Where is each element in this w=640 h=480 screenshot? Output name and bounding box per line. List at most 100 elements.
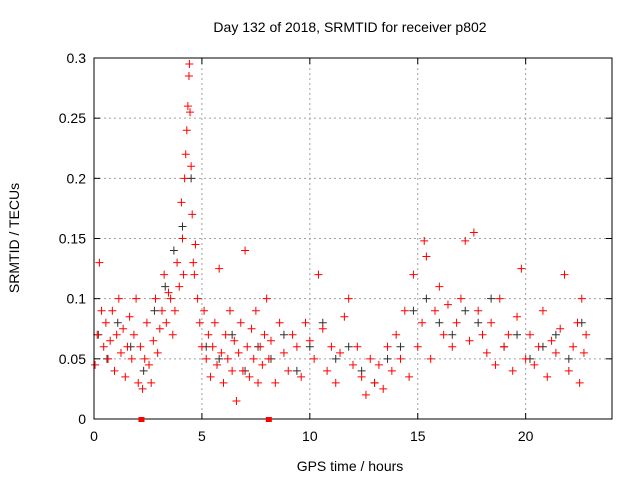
data-point-red [279,348,288,357]
data-point-red [452,318,461,327]
data-point-red [474,306,483,315]
data-point-red [185,60,194,69]
data-point-red [465,336,474,345]
data-point-black [150,306,159,315]
data-point-red [443,300,452,309]
data-point-red [217,348,226,357]
y-axis-label: SRMTID / TECUs [6,183,22,293]
data-point-black [409,306,418,315]
data-point-red [121,372,130,381]
data-point-red [344,294,353,303]
data-point-red [140,354,149,363]
data-point-red [208,342,217,351]
data-point-red [251,306,260,315]
data-point-red [525,330,534,339]
x-tick-label: 0 [90,428,98,444]
data-point-red [210,318,219,327]
data-point-red [149,336,158,345]
data-point-red [340,312,349,321]
data-point-black [178,222,187,231]
data-point-red [110,366,119,375]
data-point-red [305,336,314,345]
y-tick-label: 0.2 [67,170,87,186]
data-point-red [500,342,509,351]
data-point-red [413,342,422,351]
data-point-black [422,294,431,303]
data-point-red [191,240,200,249]
data-point-red [225,306,234,315]
data-point-red [234,348,243,357]
data-point-red [461,236,470,245]
data-point-black [292,366,301,375]
x-tick-label: 20 [518,428,534,444]
data-point-red [387,366,396,375]
data-point-red [556,324,565,333]
data-point-red [193,294,202,303]
data-point-red [206,372,215,381]
data-point-red [331,378,340,387]
data-point-red [230,336,239,345]
data-point-red [182,126,191,135]
data-point-red [266,336,275,345]
data-point-red [439,330,448,339]
axis-marker [265,417,272,422]
data-point-red [132,294,141,303]
data-point-red [127,354,136,363]
data-point-black [435,318,444,327]
y-tick-label: 0.1 [67,291,87,307]
data-point-red [405,372,414,381]
data-point-red [577,294,586,303]
data-point-red [569,342,578,351]
data-point-red [504,330,513,339]
data-point-red [145,360,154,369]
data-point-red [383,342,392,351]
data-point-red [112,330,121,339]
data-point-red [582,330,591,339]
data-point-black [564,354,573,363]
data-point-red [254,378,263,387]
data-point-red [168,330,177,339]
data-point-red [517,264,526,273]
x-tick-label: 15 [410,428,426,444]
data-point-black [487,294,496,303]
y-tick-label: 0.25 [59,110,86,126]
data-point-red [418,318,427,327]
data-point-red [155,324,164,333]
data-point-black [113,318,122,327]
data-point-red [142,318,151,327]
data-point-black [448,330,457,339]
data-point-red [162,318,171,327]
data-point-red [482,348,491,357]
data-point-red [256,342,265,351]
data-point-red [448,342,457,351]
data-point-red [138,384,147,393]
data-point-red [177,198,186,207]
data-point-red [114,294,123,303]
axis-markers [138,417,272,422]
data-point-red [243,342,252,351]
data-point-red [160,270,169,279]
data-point-red [180,174,189,183]
data-point-red [392,330,401,339]
data-point-red [264,354,273,363]
data-point-red [190,270,199,279]
data-point-red [487,318,496,327]
data-point-red [134,378,143,387]
data-point-red [166,294,175,303]
data-point-red [101,318,110,327]
data-point-red [104,354,113,363]
data-point-red [426,354,435,363]
data-point-red [151,294,160,303]
data-point-black [161,282,170,291]
axis-ticks: 0 5 10 15 20 0 0.05 0.1 0.15 0.2 0.25 0.3 [59,50,612,444]
data-point-red [116,348,125,357]
y-tick-label: 0.3 [67,50,87,66]
data-point-red [547,336,556,345]
data-point-red [575,378,584,387]
data-point-red [195,318,204,327]
data-point-red [95,258,104,267]
data-point-black [461,306,470,315]
data-point-red [543,372,552,381]
data-point-red [247,324,256,333]
data-point-red [327,342,336,351]
